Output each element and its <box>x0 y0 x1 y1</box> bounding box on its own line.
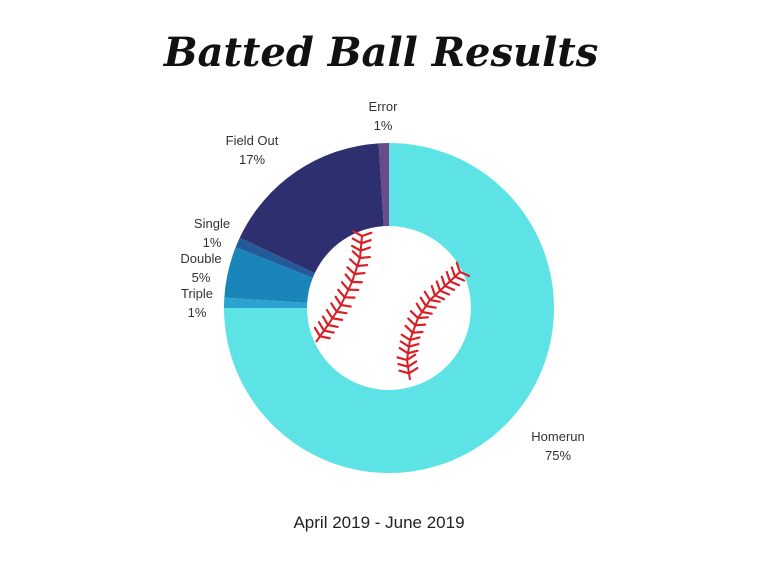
seam-stitch <box>399 340 411 348</box>
baseball-right-seam <box>396 261 471 381</box>
slice-label-single: Single <box>194 216 230 231</box>
seam-stitch <box>334 295 343 307</box>
seam-stitch <box>428 298 441 303</box>
baseball-icon <box>313 230 471 381</box>
slice-value-field-out: 17% <box>239 152 265 167</box>
baseball-left-seam <box>313 230 373 343</box>
seam-stitch <box>353 271 366 276</box>
seam-stitch <box>331 317 344 321</box>
slice-value-double: 5% <box>192 270 211 285</box>
seam-stitch <box>359 246 372 252</box>
seam-stitch <box>458 270 471 277</box>
seam-stitch <box>445 270 452 283</box>
seam-stitch <box>321 315 330 327</box>
seam-stitch <box>326 323 339 329</box>
seam-stitch <box>416 316 429 320</box>
slice-double <box>224 247 313 303</box>
seam-stitch <box>433 294 446 301</box>
slice-label-homerun: Homerun <box>531 429 584 444</box>
seam-stitch <box>420 310 433 315</box>
seam-stitch <box>415 302 424 314</box>
seam-stitch <box>318 335 331 340</box>
seam-stitch <box>397 362 410 368</box>
seam-stitch <box>455 261 462 274</box>
seam-stitch <box>407 317 417 327</box>
slice-label-triple: Triple <box>181 286 213 301</box>
seam-stitch <box>351 237 363 245</box>
seam-stitch <box>443 284 456 291</box>
seam-stitch <box>409 310 420 320</box>
seam-stitch <box>414 323 427 327</box>
slice-label-field-out: Field Out <box>226 133 279 148</box>
seam-stitch <box>411 330 424 334</box>
seam-stitch <box>406 360 418 368</box>
slice-field-out <box>239 143 384 274</box>
slice-value-error: 1% <box>374 118 393 133</box>
seam-stitch <box>360 239 372 245</box>
seam-stitch <box>408 336 421 342</box>
seam-stitch <box>337 288 346 299</box>
seam-stitch <box>350 244 362 252</box>
seam-stitch <box>400 333 412 342</box>
donut-slices <box>224 143 554 473</box>
seam-stitch <box>340 281 350 291</box>
seam-stitch <box>335 310 348 315</box>
chart-subtitle: April 2019 - June 2019 <box>293 513 464 532</box>
seam-stitch <box>358 255 371 260</box>
slice-triple <box>224 297 308 308</box>
seam-stitch <box>407 366 419 375</box>
seam-stitch <box>344 273 354 284</box>
slice-single <box>235 237 315 278</box>
slice-value-homerun: 75% <box>545 448 571 463</box>
seam-stitch <box>398 369 411 375</box>
seam-stitch <box>404 324 414 334</box>
seam-stitch <box>330 302 338 313</box>
chart-title: Batted Ball Results <box>163 29 599 76</box>
seam-stitch <box>448 280 461 287</box>
seam-stitch <box>438 289 451 296</box>
seam-stitch <box>440 275 447 288</box>
slice-value-single: 1% <box>203 235 222 250</box>
seam-stitch <box>356 263 369 268</box>
seam-stitch <box>313 326 322 338</box>
seam-stitch <box>405 353 417 362</box>
seam-stitch <box>407 342 420 348</box>
slice-homerun <box>224 143 554 473</box>
slice-labels: Homerun75%Triple1%Double5%Single1%Field … <box>180 99 584 463</box>
seam-stitch <box>406 349 419 355</box>
slice-label-double: Double <box>180 251 221 266</box>
seam-stitch <box>450 266 457 278</box>
seam-stitch <box>325 308 334 320</box>
seam-line <box>315 235 363 343</box>
seam-stitch <box>348 258 359 268</box>
seam-stitch <box>398 346 410 355</box>
seam-stitch <box>360 231 373 238</box>
slice-value-triple: 1% <box>188 305 207 320</box>
seam-stitch <box>419 296 428 308</box>
seam-stitch <box>322 329 335 334</box>
seam-stitch <box>346 266 356 276</box>
seam-stitch <box>423 290 432 302</box>
slice-label-error: Error <box>369 99 399 114</box>
seam-stitch <box>453 275 466 282</box>
seam-stitch <box>317 321 326 332</box>
seam-stitch <box>435 280 442 292</box>
seam-stitch <box>430 284 437 297</box>
seam-stitch <box>339 303 352 308</box>
seam-stitch <box>352 230 364 238</box>
seam-stitch <box>396 356 409 362</box>
seam-stitch <box>351 250 362 260</box>
slice-error <box>378 143 389 227</box>
seam-stitch <box>424 304 437 309</box>
